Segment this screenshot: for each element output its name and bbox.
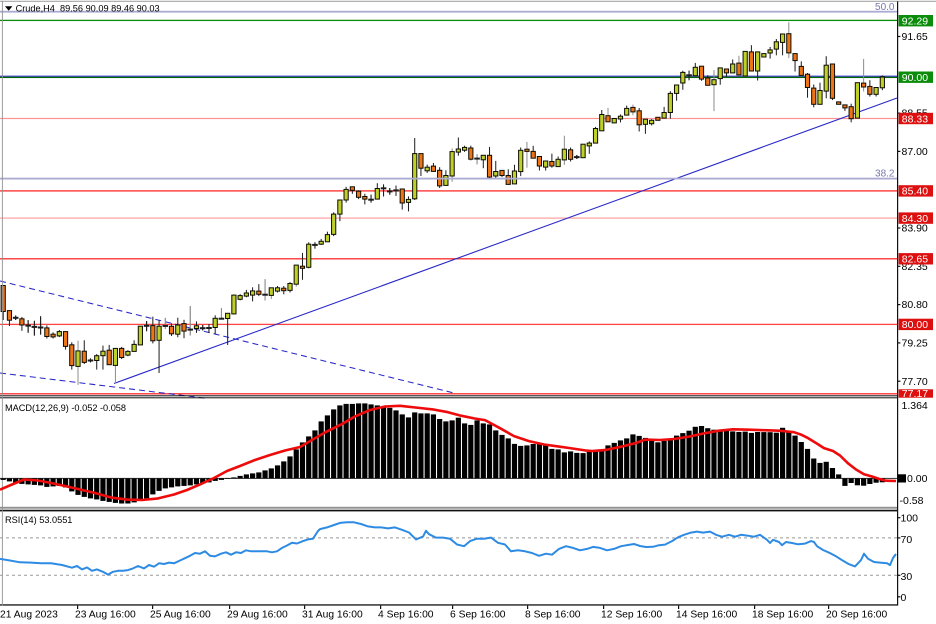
svg-text:0.00: 0.00 (907, 473, 928, 485)
svg-text:50.0: 50.0 (875, 2, 895, 13)
svg-text:88.33: 88.33 (902, 113, 928, 125)
svg-text:18 Sep 16:00: 18 Sep 16:00 (752, 610, 814, 621)
svg-text:25 Aug 16:00: 25 Aug 16:00 (150, 610, 211, 621)
svg-text:20 Sep 16:00: 20 Sep 16:00 (826, 610, 888, 621)
svg-text:23 Aug 16:00: 23 Aug 16:00 (75, 610, 136, 621)
svg-text:70: 70 (901, 534, 913, 546)
svg-text:8 Sep 16:00: 8 Sep 16:00 (525, 610, 581, 621)
svg-text:31 Aug 16:00: 31 Aug 16:00 (302, 610, 363, 621)
svg-text:80.00: 80.00 (902, 319, 928, 331)
svg-text:83.90: 83.90 (902, 223, 928, 235)
svg-text:91.65: 91.65 (902, 31, 928, 43)
svg-text:30: 30 (901, 571, 913, 583)
svg-text:-0.58: -0.58 (900, 495, 924, 507)
svg-text:MACD(12,26,9) -0.052 -0.058: MACD(12,26,9) -0.052 -0.058 (5, 403, 126, 413)
svg-text:29 Aug 16:00: 29 Aug 16:00 (227, 610, 288, 621)
svg-text:Crude,H4 89.56 90.09 89.46 90: Crude,H4 89.56 90.09 89.46 90.03 (16, 3, 160, 13)
svg-text:77.70: 77.70 (902, 376, 928, 388)
svg-text:6 Sep 16:00: 6 Sep 16:00 (450, 610, 506, 621)
svg-text:84.30: 84.30 (902, 213, 928, 225)
svg-text:1.364: 1.364 (902, 400, 928, 412)
svg-text:21 Aug 2023: 21 Aug 2023 (0, 610, 58, 621)
svg-text:79.25: 79.25 (902, 338, 928, 350)
svg-text:12 Sep 16:00: 12 Sep 16:00 (601, 610, 663, 621)
svg-text:38.2: 38.2 (875, 169, 895, 180)
svg-text:RSI(14) 53.0551: RSI(14) 53.0551 (5, 515, 72, 525)
svg-text:85.40: 85.40 (902, 186, 928, 198)
svg-text:90.00: 90.00 (902, 72, 928, 84)
svg-text:80.80: 80.80 (902, 299, 928, 311)
svg-text:4 Sep 16:00: 4 Sep 16:00 (378, 610, 434, 621)
svg-text:100: 100 (901, 512, 919, 524)
svg-text:87.00: 87.00 (902, 146, 928, 158)
svg-text:92.29: 92.29 (902, 16, 928, 28)
svg-text:77.17: 77.17 (902, 388, 928, 400)
svg-text:14 Sep 16:00: 14 Sep 16:00 (676, 610, 738, 621)
svg-text:0: 0 (901, 592, 907, 604)
svg-text:82.65: 82.65 (902, 254, 928, 266)
